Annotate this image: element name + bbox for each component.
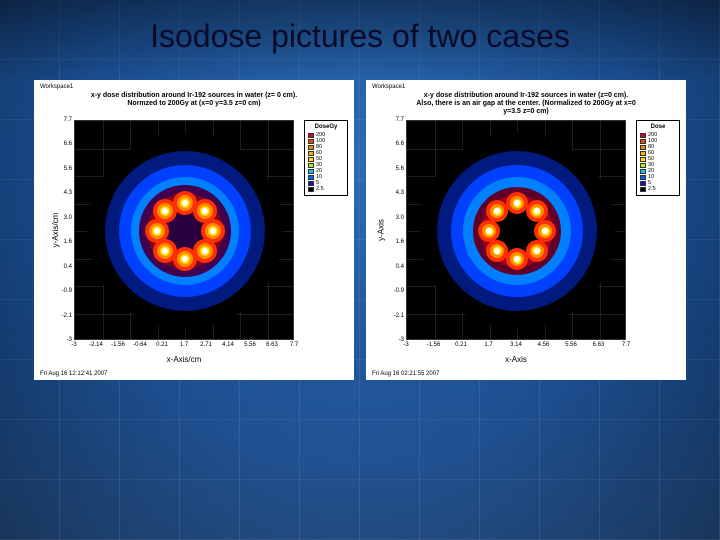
- legend-swatch: [308, 163, 314, 168]
- legend-value: 2.5: [316, 186, 324, 192]
- legend-value: 2.5: [648, 186, 656, 192]
- legend-swatch: [308, 169, 314, 174]
- legend-swatch: [640, 181, 646, 186]
- legend-swatch: [640, 133, 646, 138]
- x-axis-label: x-Axis/cm: [74, 355, 294, 364]
- legend-row: 2.5: [640, 186, 676, 192]
- dose-legend: DoseGy20010080605030201052.5: [304, 120, 348, 196]
- source-point: [534, 248, 540, 254]
- source-point: [542, 228, 548, 234]
- source-point: [534, 208, 540, 214]
- source-point: [514, 200, 520, 206]
- x-ticks: -3-2.14-1.56-0.640.211.72.714.145.566.63…: [74, 342, 294, 354]
- isodose-plot-2: Workspace1 x-y dose distribution around I…: [366, 80, 686, 380]
- source-point: [494, 208, 500, 214]
- source-point: [162, 208, 168, 214]
- legend-swatch: [640, 145, 646, 150]
- source-point: [182, 256, 188, 262]
- legend-swatch: [308, 181, 314, 186]
- legend-swatch: [640, 157, 646, 162]
- x-axis-label: x-Axis: [406, 355, 626, 364]
- source-point: [514, 256, 520, 262]
- source-point: [154, 228, 160, 234]
- plot-timestamp: Fri Aug 16 12:12:41 2007: [40, 371, 107, 377]
- legend-swatch: [640, 169, 646, 174]
- source-point: [202, 248, 208, 254]
- legend-swatch: [308, 187, 314, 192]
- source-point: [210, 228, 216, 234]
- legend-swatch: [640, 139, 646, 144]
- legend-swatch: [308, 151, 314, 156]
- legend-swatch: [640, 175, 646, 180]
- plot-workspace-label: Workspace1: [40, 84, 73, 90]
- legend-swatch: [640, 151, 646, 156]
- legend-swatch: [640, 163, 646, 168]
- legend-title: DoseGy: [308, 124, 344, 130]
- plot-area: [406, 120, 626, 340]
- plot-workspace-label: Workspace1: [372, 84, 405, 90]
- legend-swatch: [308, 139, 314, 144]
- x-ticks: -3-1.560.211.73.144.565.566.637.7: [406, 342, 626, 354]
- legend-swatch: [308, 157, 314, 162]
- dose-legend: Dose20010080605030201052.5: [636, 120, 680, 196]
- legend-title: Dose: [640, 124, 676, 130]
- legend-swatch: [308, 133, 314, 138]
- plot-title: x-y dose distribution around Ir-192 sour…: [416, 92, 636, 116]
- source-point: [162, 248, 168, 254]
- source-point: [494, 248, 500, 254]
- slide-title: Isodose pictures of two cases: [0, 18, 720, 55]
- isodose-plot-1: Workspace1 x-y dose distribution around I…: [34, 80, 354, 380]
- source-point: [182, 200, 188, 206]
- source-point: [202, 208, 208, 214]
- plot-timestamp: Fri Aug 16 02:21:55 2007: [372, 371, 439, 377]
- plot-row: Workspace1 x-y dose distribution around I…: [30, 80, 690, 380]
- legend-row: 2.5: [308, 186, 344, 192]
- source-point: [486, 228, 492, 234]
- y-ticks: 7.76.65.64.33.01.60.4-0.9-2.1-3: [384, 120, 404, 340]
- plot-title: x-y dose distribution around Ir-192 sour…: [84, 92, 304, 108]
- y-ticks: 7.76.65.64.33.01.60.4-0.9-2.1-3: [52, 120, 72, 340]
- legend-swatch: [308, 175, 314, 180]
- legend-swatch: [308, 145, 314, 150]
- legend-swatch: [640, 187, 646, 192]
- plot-area: [74, 120, 294, 340]
